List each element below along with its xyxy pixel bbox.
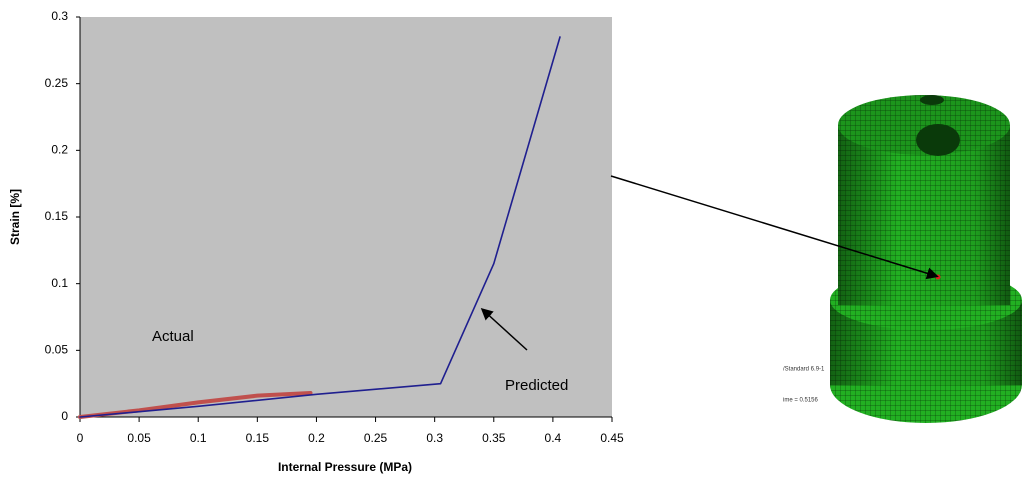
y-tick-label: 0.3: [51, 9, 68, 23]
plot-area: [80, 17, 612, 417]
image-caption: ime = 0.5156: [783, 398, 819, 404]
x-axis-title: Internal Pressure (MPa): [278, 460, 412, 474]
x-tick-label: 0.3: [426, 431, 443, 445]
x-tick-label: 0.2: [308, 431, 325, 445]
series-label: Predicted: [505, 377, 568, 394]
y-axis-title: Strain [%]: [8, 189, 22, 245]
x-tick-label: 0.35: [482, 431, 506, 445]
y-tick-label: 0.15: [45, 209, 69, 223]
x-tick-label: 0.45: [600, 431, 624, 445]
image-caption: /Standard 6.9-1: [783, 367, 825, 373]
x-tick-label: 0.1: [190, 431, 207, 445]
x-tick-label: 0.05: [127, 431, 151, 445]
x-tick-label: 0.15: [246, 431, 270, 445]
x-tick-label: 0.4: [545, 431, 562, 445]
x-tick-label: 0.25: [364, 431, 388, 445]
y-tick-label: 0.2: [51, 143, 68, 157]
series-label: Actual: [152, 328, 194, 345]
y-tick-label: 0.1: [51, 276, 68, 290]
fe-model-image: /Standard 6.9-1 ime = 0.5156: [783, 95, 1022, 423]
y-tick-label: 0.25: [45, 76, 69, 90]
figure: 0 0.05 0.1 0.15 0.2 0.25 0.3 0 0.05 0.1 0.15 0.2 0.2…: [0, 0, 1024, 487]
y-tick-label: 0: [61, 409, 68, 423]
y-tick-label: 0.05: [45, 343, 69, 357]
x-tick-label: 0: [77, 431, 84, 445]
